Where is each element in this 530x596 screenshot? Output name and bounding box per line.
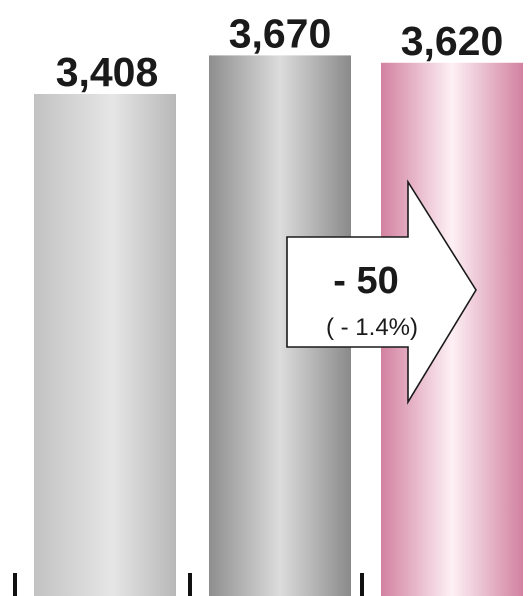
value-label-3: 3,620 [401,18,504,64]
value-label-1: 3,408 [56,49,159,95]
value-labels-layer: 3,408 3,670 3,620 [56,10,504,95]
change-arrow-annotation: - 50 ( - 1.4%) [286,179,477,405]
bar-1 [34,94,176,596]
value-label-2: 3,670 [229,10,332,56]
change-value-label: - 50 [333,260,398,302]
change-percent-label: ( - 1.4%) [326,314,418,341]
change-arrow-shape [286,179,477,405]
x-ticks-layer [13,573,364,596]
x-tick-2 [188,573,192,596]
x-tick-1 [13,573,17,596]
x-tick-3 [360,573,364,596]
